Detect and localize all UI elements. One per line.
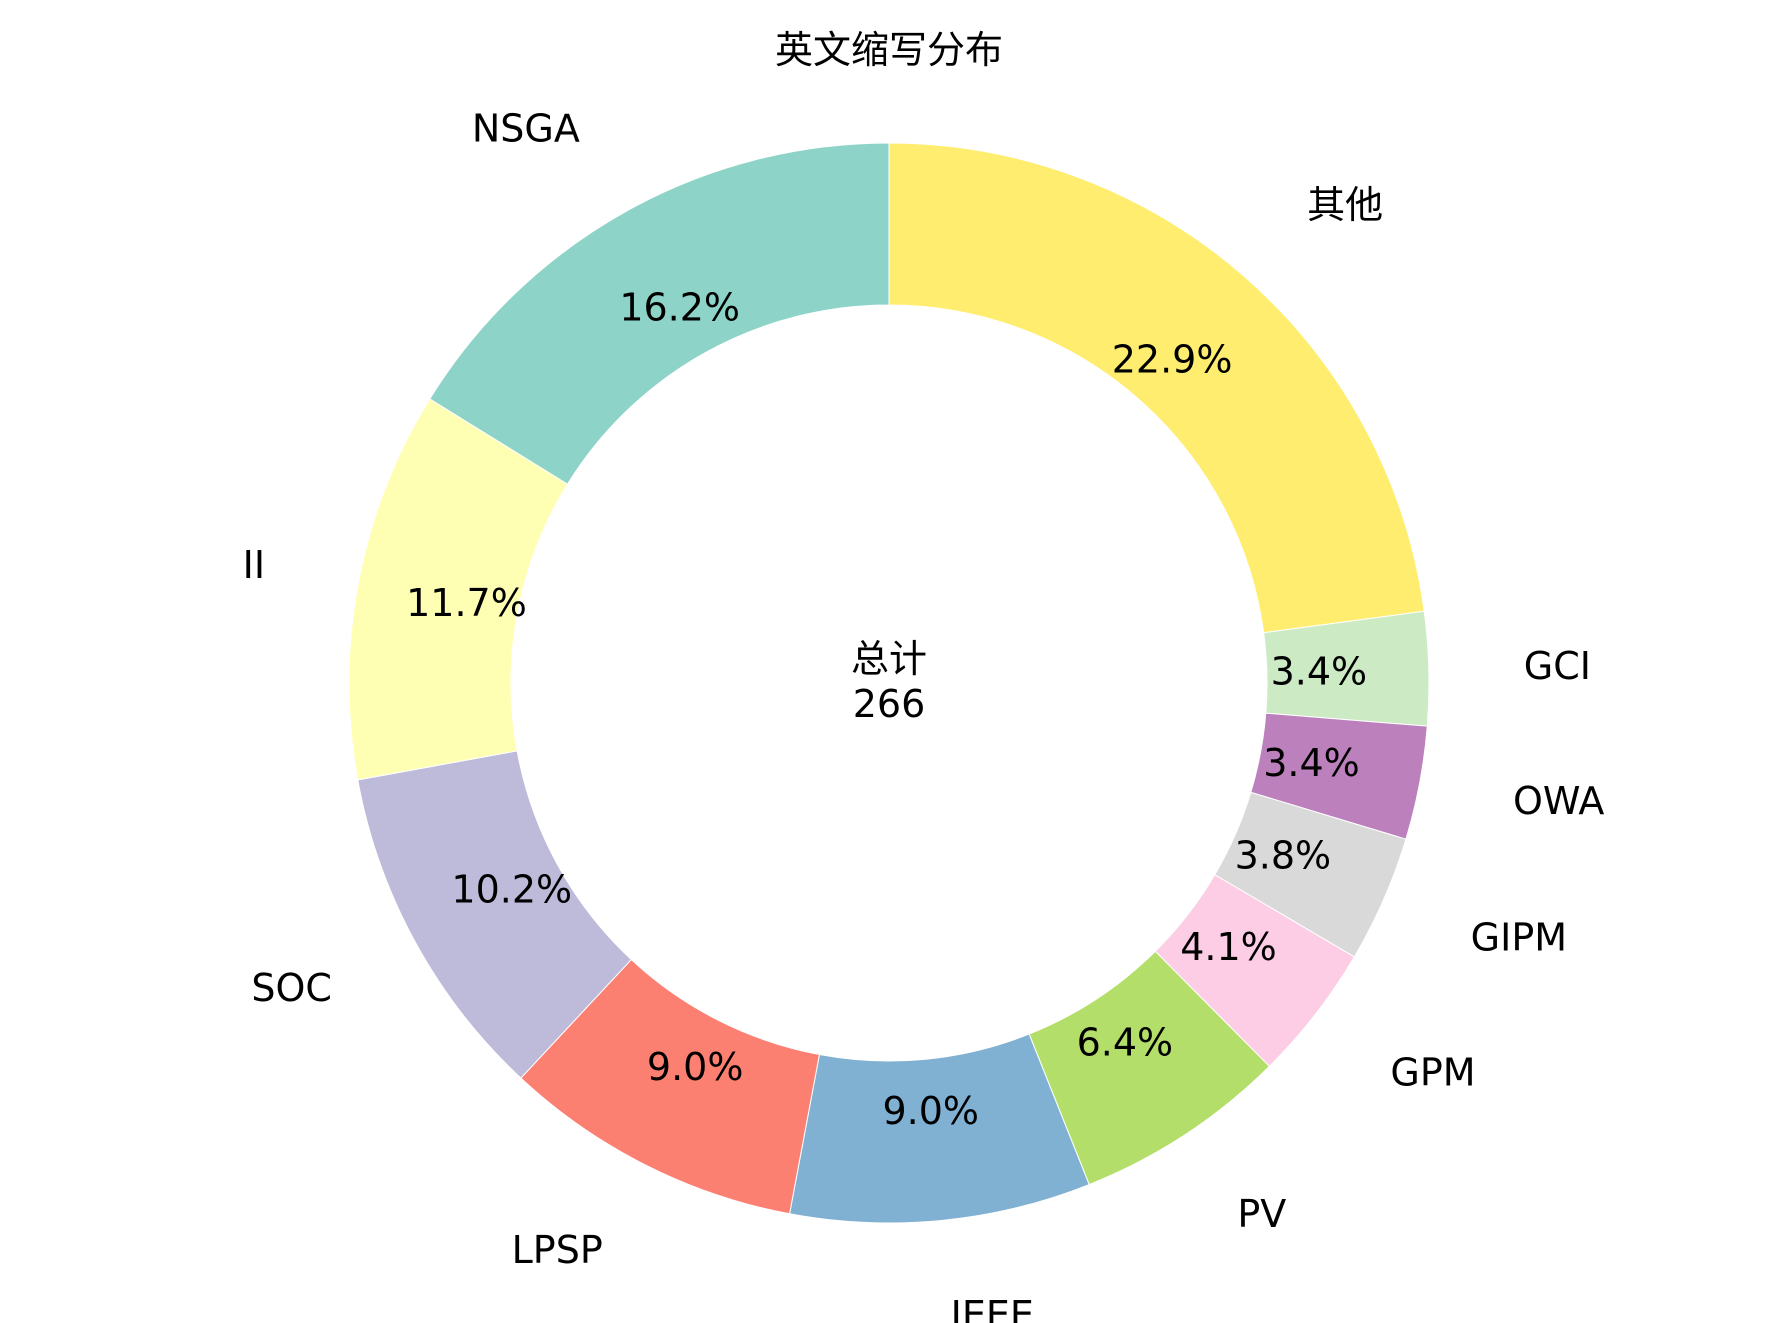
category-label-GIPM: GIPM	[1471, 916, 1567, 960]
category-label-LPSP: LPSP	[512, 1228, 603, 1272]
category-label-II: II	[243, 543, 265, 587]
percent-label-LPSP: 9.0%	[647, 1045, 744, 1089]
donut-slice-NSGA	[429, 142, 890, 485]
category-label-NSGA: NSGA	[472, 106, 580, 150]
donut-slices	[348, 142, 1430, 1224]
percent-label-GIPM: 3.8%	[1235, 833, 1332, 877]
percent-label-IEEE: 9.0%	[882, 1089, 979, 1133]
percent-label-OWA: 3.4%	[1263, 741, 1360, 785]
donut-slice-其他	[888, 142, 1425, 634]
category-label-SOC: SOC	[251, 966, 332, 1010]
category-label-PV: PV	[1237, 1192, 1286, 1236]
category-label-IEEE: IEEE	[951, 1293, 1034, 1323]
category-label-GPM: GPM	[1390, 1051, 1475, 1095]
percent-label-GPM: 4.1%	[1180, 925, 1277, 969]
center-total-label: 总计	[851, 637, 927, 681]
percent-label-其他: 22.9%	[1112, 337, 1233, 381]
center-total-value: 266	[853, 682, 926, 726]
category-label-GCI: GCI	[1524, 644, 1591, 688]
category-label-其他: 其他	[1307, 183, 1383, 227]
percent-label-GCI: 3.4%	[1271, 650, 1368, 694]
percent-label-NSGA: 16.2%	[619, 285, 740, 329]
category-labels: 其他 GCI OWA GIPM GPM PV IEEE LPSP SOC II NSGA	[243, 106, 1605, 1323]
percent-label-PV: 6.4%	[1077, 1021, 1174, 1065]
percent-labels: 22.9% 3.4% 3.4% 3.8% 4.1% 6.4% 9.0% 9.0% 10.2% 11…	[406, 285, 1367, 1133]
category-label-OWA: OWA	[1513, 779, 1604, 823]
percent-label-II: 11.7%	[406, 581, 527, 625]
percent-label-SOC: 10.2%	[451, 867, 572, 911]
chart-title: 英文缩写分布	[775, 28, 1003, 72]
